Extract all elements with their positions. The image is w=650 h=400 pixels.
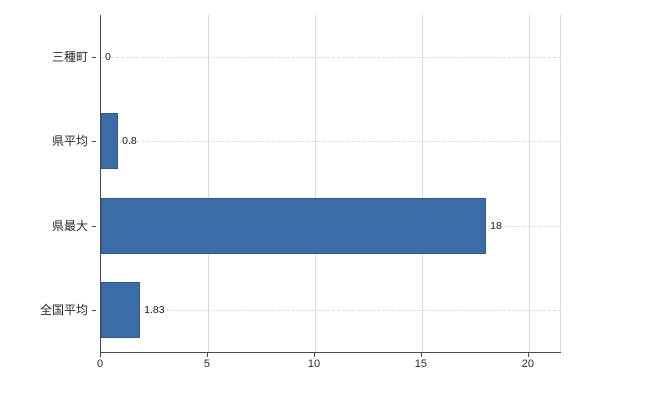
bar-value-label: 0 (105, 50, 111, 63)
x-tick-label: 10 (307, 358, 321, 370)
row-gridline (101, 141, 561, 143)
category-label: 全国平均 (39, 302, 88, 317)
x-axis-tick (420, 353, 422, 357)
category-label: 県平均 (51, 134, 88, 149)
x-tick-label: 5 (203, 358, 211, 370)
gridline (207, 15, 209, 352)
plot-area: 0 0.8 18 1.83 (100, 15, 561, 353)
gridline (314, 15, 316, 352)
y-axis-tick (92, 57, 96, 59)
x-axis-tick (313, 353, 315, 357)
x-tick-label: 0 (96, 358, 104, 370)
gridline (421, 15, 423, 352)
row-gridline (101, 57, 561, 59)
bar-value-label: 18 (490, 219, 502, 232)
x-axis-tick (100, 353, 101, 357)
gridline (528, 15, 530, 352)
bar-value-label: 0.8 (122, 135, 137, 148)
y-axis-tick (92, 141, 96, 143)
bar (101, 281, 141, 338)
y-axis-tick (92, 309, 96, 311)
plot-right-border (560, 15, 561, 352)
y-axis-tick (92, 225, 96, 227)
row-gridline (101, 309, 561, 311)
category-label: 三種町 (51, 50, 88, 65)
x-tick-label: 20 (521, 358, 535, 370)
x-tick-label: 15 (414, 358, 428, 370)
y-axis-labels: 三種町県平均県最大全国平均 (0, 15, 96, 352)
x-axis-tick (527, 353, 529, 357)
bar-value-label: 1.83 (144, 303, 165, 316)
x-axis-labels: 0 5 10 15 20 (96, 353, 560, 377)
bar (101, 113, 119, 170)
x-axis-tick (206, 353, 208, 357)
category-label: 県最大 (51, 218, 88, 233)
bar (101, 197, 487, 254)
